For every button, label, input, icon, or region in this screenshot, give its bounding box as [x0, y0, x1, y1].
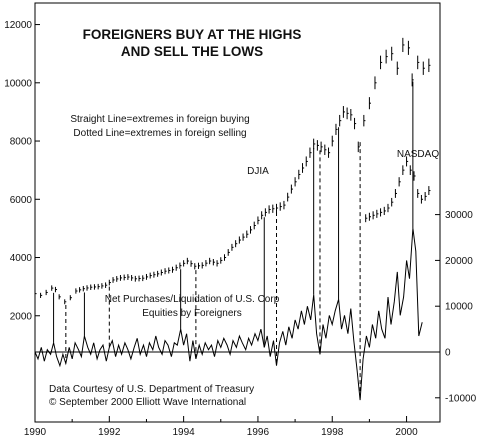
source-line-1: Data Courtesy of U.S. Department of Trea… [49, 384, 254, 395]
x-axis: 1990 1992 1994 1996 1998 2000 [24, 416, 418, 437]
y-left-tick-label-4000: 4000 [10, 253, 33, 264]
legend-straight-line: Straight Line=extremes in foreign buying [70, 114, 249, 125]
y-right-tick-label-10000: 10000 [445, 302, 473, 313]
y-axis-left: 2000 4000 6000 8000 10000 12000 [4, 20, 40, 322]
x-tick-label-2000: 2000 [395, 427, 418, 437]
net-purchases-series [34, 228, 423, 401]
djia-label: DJIA [247, 166, 269, 177]
djia-series [34, 37, 431, 305]
x-tick-label-1998: 1998 [321, 427, 344, 437]
x-tick-label-1996: 1996 [247, 427, 270, 437]
x-tick-label-1994: 1994 [172, 427, 195, 437]
net-purchases-line [34, 228, 423, 401]
chart-title-line-1: FOREIGNERS BUY AT THE HIGHS [83, 27, 302, 42]
chart-title-line-2: AND SELL THE LOWS [121, 44, 263, 59]
y-right-tick-label-0: 0 [445, 348, 451, 359]
y-left-tick-label-8000: 8000 [10, 137, 33, 148]
net-purchases-label-line-1: Net Purchases/Liquidation of U.S. Corp [105, 294, 280, 305]
y-axis-right: -10000 0 10000 20000 30000 [35, 210, 477, 404]
net-purchases-label-line-2: Equities by Foreigners [142, 308, 242, 319]
extreme-markers [53, 81, 414, 401]
y-left-tick-label-12000: 12000 [4, 20, 32, 31]
x-tick-label-1990: 1990 [24, 427, 47, 437]
legend-dotted-line: Dotted Line=extremes in foreign selling [73, 128, 246, 139]
y-right-tick-label--10000: -10000 [445, 393, 477, 404]
y-left-tick-label-6000: 6000 [10, 195, 33, 206]
y-right-tick-label-20000: 20000 [445, 256, 473, 267]
source-line-2: © September 2000 Elliott Wave Internatio… [49, 397, 246, 408]
x-tick-label-1992: 1992 [98, 427, 121, 437]
nasdaq-label: NASDAQ [397, 149, 439, 160]
y-left-tick-label-2000: 2000 [10, 311, 33, 322]
y-right-tick-label-30000: 30000 [445, 210, 473, 221]
plot-frame [34, 2, 441, 423]
nasdaq-series [365, 156, 431, 223]
y-left-tick-label-10000: 10000 [4, 78, 32, 89]
